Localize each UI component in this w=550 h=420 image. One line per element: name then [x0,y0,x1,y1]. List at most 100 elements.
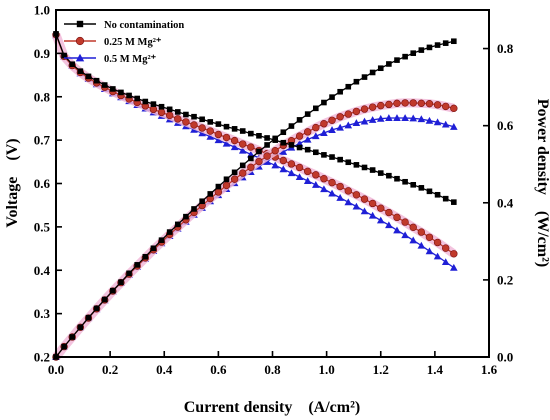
triangle-voltage-point [279,165,288,173]
triangle-voltage-point [214,136,223,144]
circle-voltage-point [279,156,288,165]
triangle-voltage-point [271,161,280,169]
square-power-point [296,117,303,123]
square-power-point [337,88,343,95]
square-power-point [280,129,287,136]
x-tick-label: 1.2 [373,362,389,377]
triangle-power-point [417,115,426,123]
square-power-point [272,135,279,142]
triangle-voltage-point [328,189,336,197]
triangle-power-point [385,114,393,121]
legend-marker-square [76,20,84,28]
circle-power-point [263,152,271,160]
square-voltage-point [280,139,287,146]
square-power-point [223,176,230,183]
x-tick-label: 0.0 [48,362,64,377]
circle-voltage-point [344,187,352,195]
circle-voltage-point [206,127,214,135]
circle-power-point [425,99,434,108]
circle-voltage-point [425,233,434,241]
triangle-power-point [344,121,353,129]
square-power-point [183,213,189,220]
circle-voltage-point [149,105,158,114]
square-voltage-point [126,92,132,99]
triangle-voltage-point [303,177,312,184]
circle-voltage-point [198,124,206,132]
square-power-point [61,343,67,350]
circle-voltage-point [401,218,409,226]
circle-power-point [352,107,361,116]
axis-ticks: 0.0 0.2 0.4 0.6 0.8 1.0 1.2 1.4 1.60.20.30.40.50… [34,3,514,378]
triangle-power-point [312,132,320,140]
square-power-point [126,270,132,277]
circle-voltage-point [377,204,385,212]
left-y-tick-label: 0.2 [34,350,50,365]
circle-power-point [442,102,450,111]
square-voltage-point [231,126,238,132]
square-voltage-point [321,152,327,158]
square-voltage-point [361,164,368,171]
square-power-point [101,296,108,303]
square-power-point [313,105,319,112]
square-voltage-point [158,103,165,110]
left-y-axis-label: Voltage (V) [4,138,21,227]
square-power-point [118,279,124,286]
square-voltage-point [434,191,441,198]
square-voltage-point [402,178,408,185]
circle-voltage-point [352,191,361,199]
x-tick-label: 1.6 [481,362,498,377]
square-voltage-point [377,170,384,176]
square-voltage-point [110,86,116,92]
x-tick-label: 1.4 [427,362,444,377]
left-y-tick-label: 0.4 [34,263,51,278]
square-voltage-point [394,175,400,182]
circle-power-point [312,123,320,132]
square-voltage-point [426,188,433,195]
left-y-tick-label: 0.8 [34,89,51,104]
triangle-power-point [401,114,409,121]
square-voltage-point [337,156,343,163]
x-axis-label: Current density (A/cm²) [184,399,360,416]
square-power-point [353,78,360,85]
triangle-voltage-point [376,216,385,224]
circle-power-point [409,99,417,107]
square-power-point [321,99,327,106]
square-power-point [361,74,368,80]
triangle-power-point [450,123,458,130]
left-y-tick-label: 0.6 [34,176,51,191]
square-power-point [134,262,140,268]
left-y-tick-label: 1.0 [34,3,50,18]
square-power-point [215,183,222,190]
left-y-tick-label: 0.5 [34,219,51,234]
circle-power-point [320,120,328,128]
triangle-power-point [352,119,361,127]
triangle-voltage-point [206,132,215,140]
square-voltage-point [85,73,92,80]
triangle-voltage-point [295,173,304,181]
circle-voltage-point [360,195,369,203]
circle-voltage-point [303,167,312,176]
square-power-point [158,237,165,243]
square-voltage-point [304,146,311,153]
series-circle [51,31,458,361]
square-voltage-point [215,121,222,127]
triangle-power-point [303,135,312,143]
square-power-point [434,42,441,48]
circle-power-point [385,100,393,109]
circle-voltage-point [295,163,304,172]
circle-voltage-halo [51,33,457,258]
square-voltage-point [264,135,270,141]
circle-power-point [255,157,263,166]
square-voltage-point [451,199,457,205]
circle-power-point [360,105,369,113]
triangle-voltage-point [368,211,377,219]
triangle-power-point [409,114,418,122]
circle-voltage-point [239,140,247,148]
x-tick-label: 0.2 [102,362,118,377]
square-power-point [451,38,457,45]
square-voltage-point [183,111,189,118]
square-voltage-point [313,149,319,156]
square-voltage-point [69,61,76,68]
circle-voltage-point [157,108,166,117]
square-power-point [402,53,408,60]
